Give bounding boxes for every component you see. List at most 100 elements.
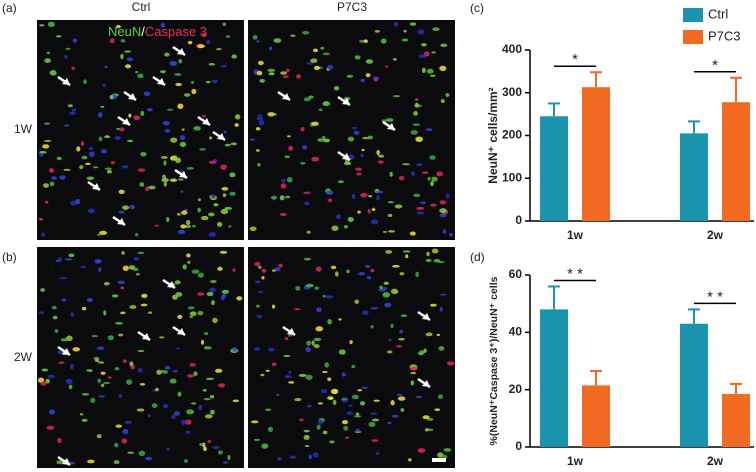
cell [257, 265, 262, 269]
cell [256, 40, 260, 43]
cell [299, 418, 304, 422]
cell [414, 102, 419, 108]
cell [79, 165, 84, 169]
cell [375, 451, 380, 455]
bar [722, 393, 750, 447]
cell [90, 397, 96, 403]
cell [39, 24, 45, 27]
cell [122, 265, 129, 271]
cell [391, 414, 399, 418]
cell [430, 180, 434, 187]
cell [296, 74, 302, 79]
cell [176, 347, 180, 350]
cell [420, 201, 427, 204]
cell [96, 434, 102, 439]
cell [305, 346, 311, 353]
cell [205, 39, 211, 45]
cell [370, 307, 379, 310]
micrograph [248, 20, 455, 240]
cell [206, 377, 215, 381]
cell [205, 80, 211, 84]
cell [303, 97, 311, 102]
cell [129, 305, 137, 309]
cell [385, 118, 394, 122]
cell [126, 57, 134, 62]
cell [42, 144, 50, 149]
cell [49, 70, 57, 76]
panel-label: (b) [2, 250, 17, 264]
cell [329, 440, 335, 444]
cell [313, 65, 320, 71]
cell [109, 38, 115, 44]
cell [103, 281, 110, 286]
cell [380, 38, 387, 44]
cell [360, 78, 366, 83]
cell [176, 212, 181, 216]
cell [328, 396, 334, 400]
cell [88, 146, 94, 151]
cell [134, 232, 139, 237]
cell [162, 174, 166, 180]
cell [355, 428, 360, 432]
cell [415, 395, 423, 399]
cell [363, 39, 368, 43]
arrow-head [177, 48, 185, 55]
panel-label: (c) [470, 1, 484, 15]
cell [387, 213, 393, 218]
cell [316, 424, 321, 430]
cell [387, 201, 394, 204]
cell [330, 388, 339, 395]
cell [427, 417, 434, 421]
cell [330, 265, 337, 270]
x-tick-label: 2w [707, 454, 724, 468]
cell [256, 116, 263, 121]
cell [308, 95, 314, 99]
cell [197, 198, 201, 202]
significance-label: * * [707, 288, 723, 305]
cell [418, 54, 427, 59]
cell [39, 152, 44, 158]
cell [87, 459, 95, 464]
cell [197, 292, 205, 296]
cell [318, 419, 324, 425]
cell [129, 361, 134, 367]
cell [255, 148, 260, 152]
cell [271, 304, 276, 309]
cell [226, 35, 231, 38]
cell [172, 370, 178, 373]
cell [358, 271, 366, 276]
cell [69, 363, 74, 370]
bar [582, 385, 610, 447]
cell [371, 418, 380, 422]
cell [80, 141, 85, 147]
arrow-head [142, 333, 150, 340]
cell [144, 456, 153, 461]
arrow-head [202, 118, 210, 125]
cell [280, 71, 288, 75]
cell [287, 135, 291, 138]
cell [399, 329, 403, 334]
cell [413, 111, 418, 116]
cell [44, 58, 51, 63]
cell [277, 456, 282, 461]
cell [181, 128, 185, 131]
cell [315, 266, 322, 272]
cell [261, 268, 267, 273]
significance-label: * * [567, 265, 583, 282]
cell [384, 302, 392, 308]
cell [216, 48, 222, 51]
cell [180, 190, 184, 193]
cell [222, 293, 227, 298]
cell [424, 428, 430, 432]
cell [234, 114, 241, 120]
cell [166, 448, 170, 451]
cell [395, 345, 403, 348]
cell [443, 448, 452, 452]
y-tick-label: 0 [515, 213, 522, 227]
cell [181, 419, 186, 426]
cell [227, 454, 231, 461]
cell [288, 381, 295, 384]
cell [111, 294, 119, 298]
cell [230, 142, 237, 146]
cell [143, 91, 151, 97]
